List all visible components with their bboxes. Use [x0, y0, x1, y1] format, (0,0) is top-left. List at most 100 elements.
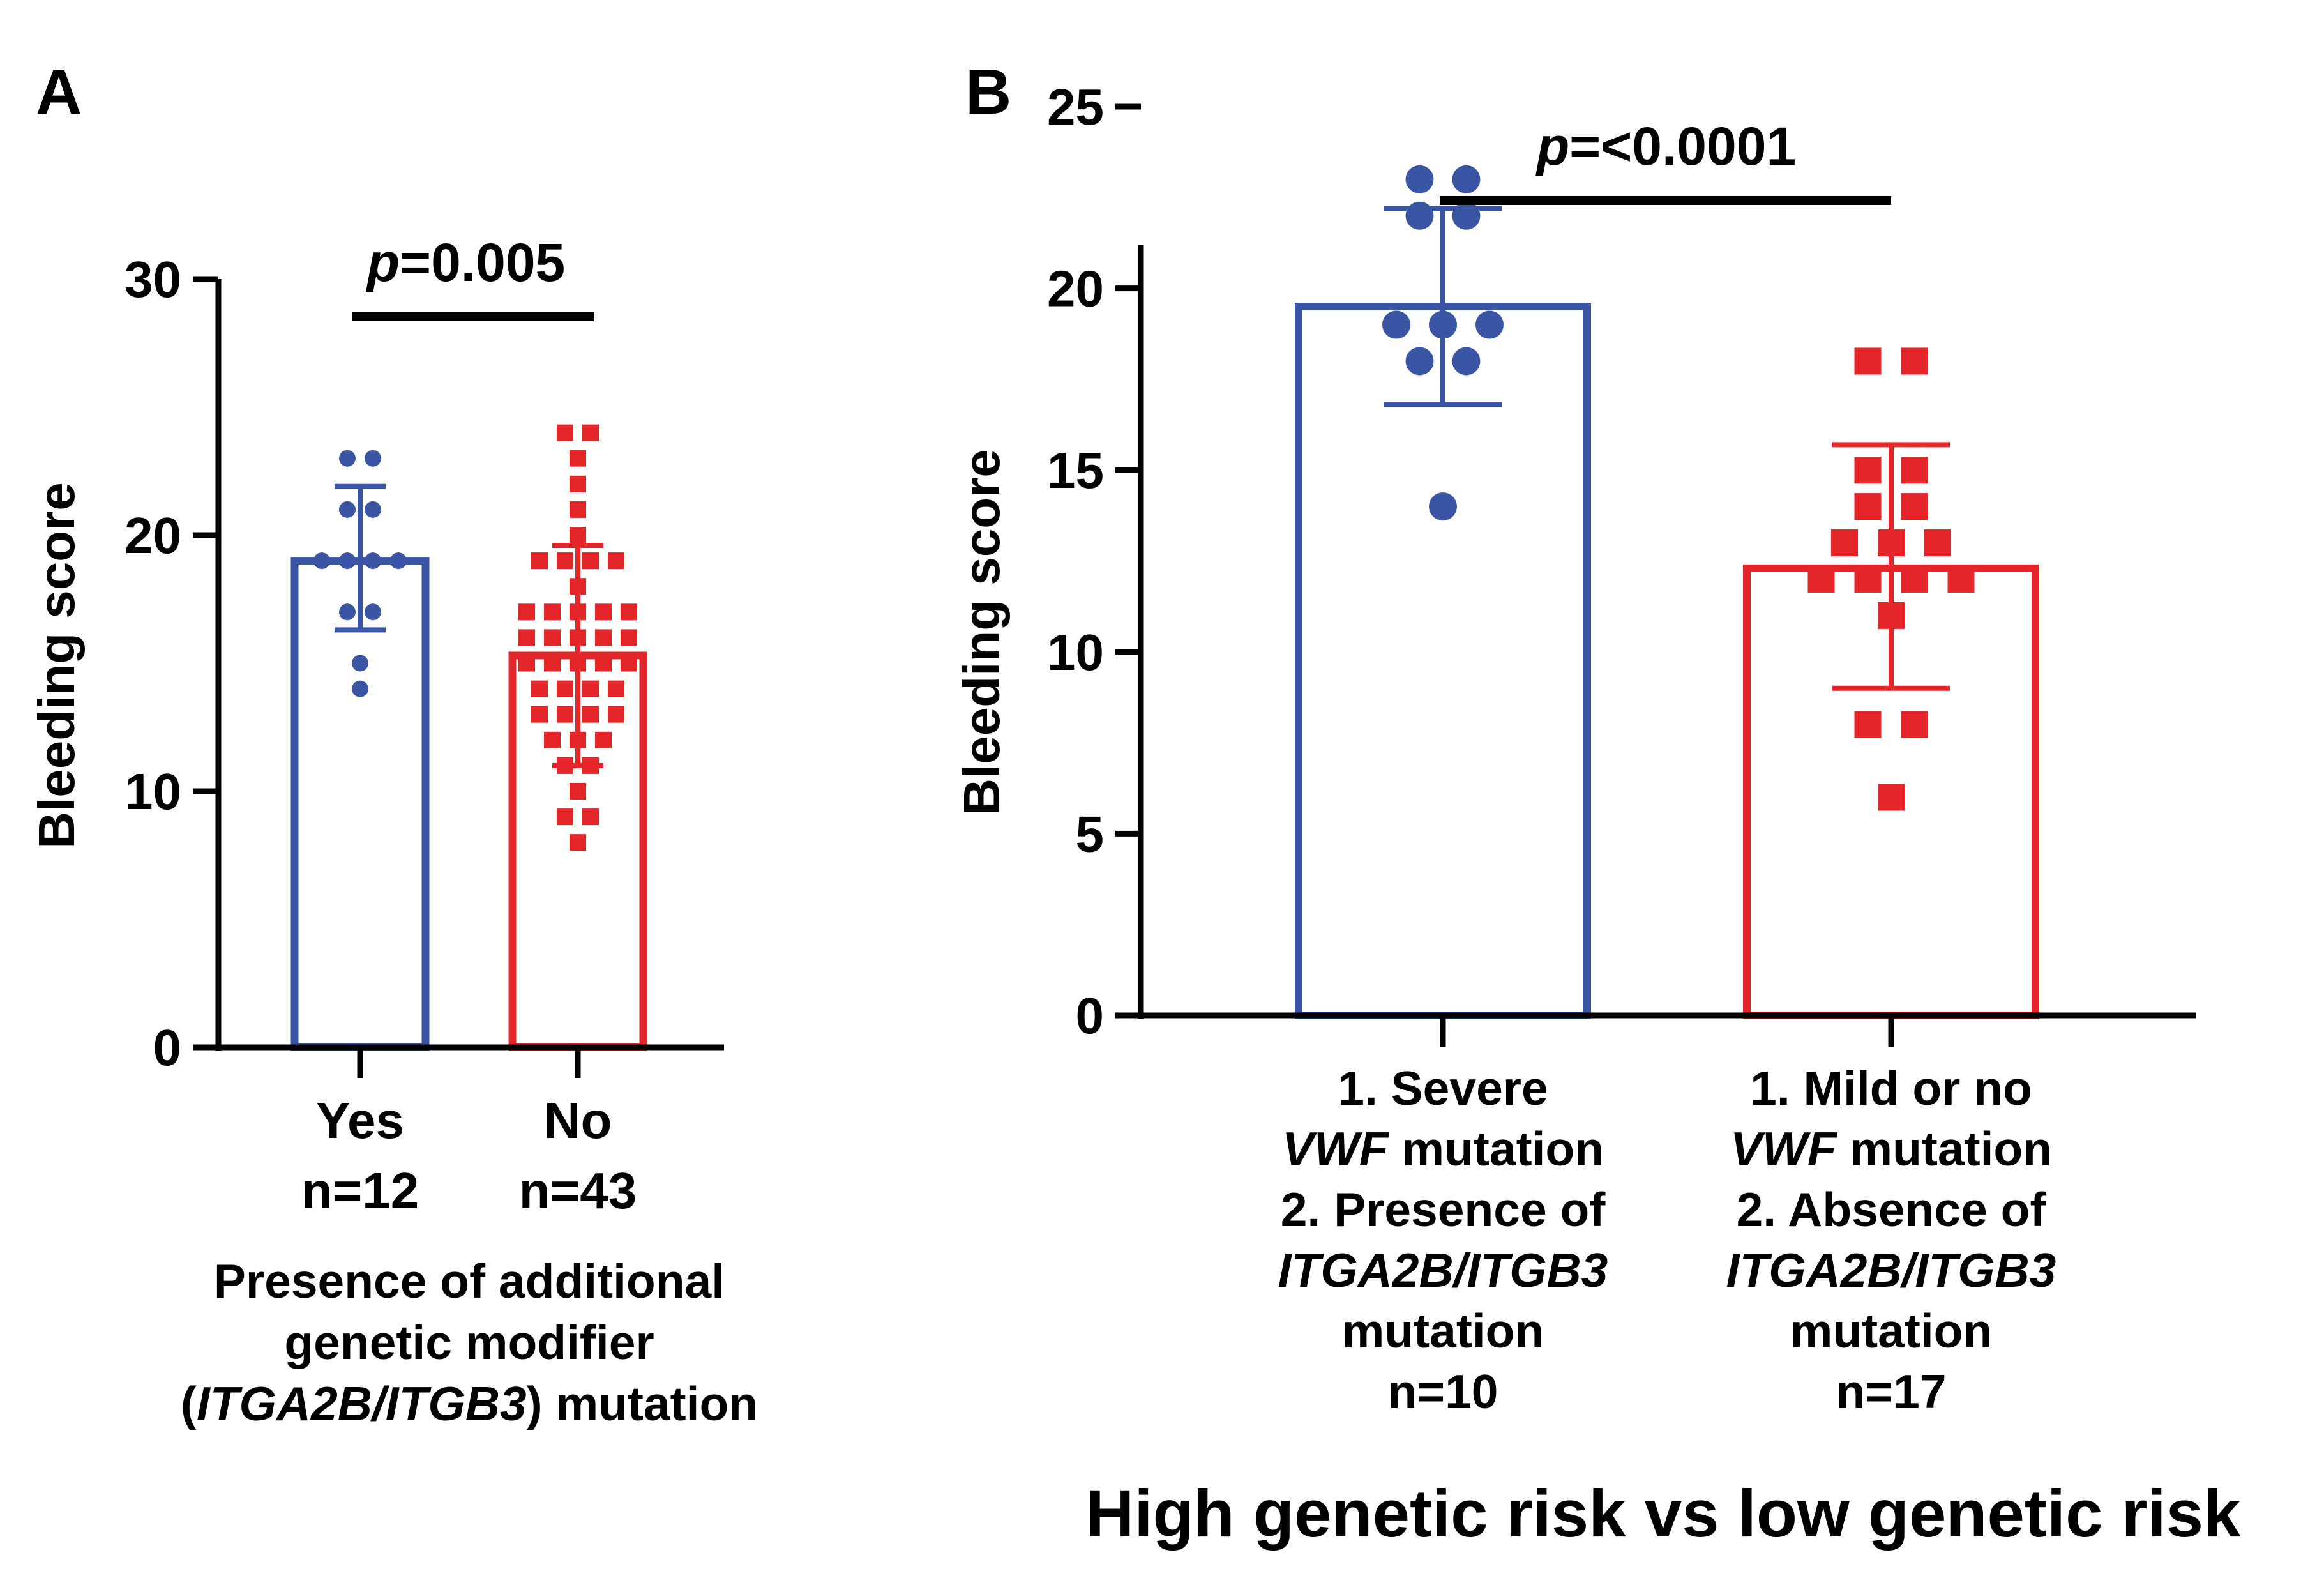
panel-a-bar-1: [290, 557, 430, 1051]
panel-b-point: [1807, 565, 1835, 593]
panel-a-point: [570, 527, 586, 543]
panel-b-ytick-label: 0: [1076, 987, 1105, 1044]
panel-a-point: [557, 552, 573, 570]
panel-a-point: [531, 680, 548, 697]
panel-a-point: [595, 603, 612, 621]
panel-b-point: [1854, 457, 1882, 484]
panel-b-pvalue: p=<0.0001: [1535, 116, 1796, 176]
panel-a-point: [339, 552, 356, 570]
panel-a-point: [339, 450, 356, 467]
panel-b-category-2: 1. Mild or no VWF mutation 2. Absence of…: [1726, 1061, 2056, 1418]
panel-b-cat1-line2: VWF mutation: [1282, 1122, 1604, 1176]
panel-a-ytick-label: 20: [124, 507, 181, 564]
panel-a-n-no: n=43: [519, 1162, 637, 1219]
panel-a-point: [608, 706, 624, 723]
panel-a-point: [544, 603, 561, 621]
panel-a-point: [570, 501, 586, 518]
panel-b-point: [1947, 565, 1975, 593]
panel-b-point: [1429, 492, 1457, 521]
panel-a-point: [518, 655, 535, 672]
panel-a-n-yes: n=12: [301, 1162, 419, 1219]
panel-b-pvalue-prefix: p: [1535, 116, 1569, 176]
panel-b-ytick-label: 20: [1047, 261, 1104, 317]
panel-a-point: [621, 655, 637, 672]
panel-b-cat1-mutation: mutation: [1389, 1122, 1604, 1176]
panel-a-ylabel: Bleeding score: [28, 482, 85, 849]
panel-a-point: [595, 655, 612, 672]
panel-a-point: [365, 552, 381, 570]
panel-a-xtitle-line1: Presence of additional: [214, 1254, 725, 1308]
figure-footer-title: High genetic risk vs low genetic risk: [1086, 1476, 2242, 1551]
panel-a-pvalue-prefix: p: [366, 232, 400, 292]
panel-b-point: [1901, 493, 1928, 520]
panel-b-cat1-n: n=10: [1387, 1365, 1498, 1418]
panel-a-point: [544, 655, 561, 672]
panel-a-point: [557, 808, 573, 826]
panel-b-bars: [1295, 165, 2039, 1019]
panel-b-cat1-vwf: VWF: [1282, 1122, 1390, 1176]
panel-a-point: [531, 706, 548, 723]
panel-a-point: [621, 629, 637, 646]
panel-b-cat2-line2: VWF mutation: [1730, 1122, 2052, 1176]
panel-b-point: [1854, 493, 1882, 520]
panel-a-xtitle-italic: ITGA2B/ITGB3: [197, 1377, 527, 1430]
panel-b-point: [1901, 457, 1928, 484]
panel-b-point: [1854, 565, 1882, 593]
panel-a-point: [621, 603, 637, 621]
panel-a-point: [582, 680, 599, 697]
panel-b-point: [1854, 347, 1882, 375]
panel-b: B Bleeding score 0 5 10 15 20 25 p=<0.0001 1.…: [953, 56, 2196, 1418]
panel-a-point: [365, 603, 381, 621]
panel-b-cat2-vwf: VWF: [1730, 1122, 1838, 1176]
panel-a-point: [352, 655, 368, 672]
panel-b-cat1-line5: mutation: [1342, 1304, 1544, 1358]
panel-a-point: [582, 424, 599, 441]
panel-b-cat1-line3: 2. Presence of: [1281, 1183, 1606, 1236]
panel-b-cat2-mutation: mutation: [1837, 1122, 2052, 1176]
panel-a-point: [339, 603, 356, 621]
panel-a-point: [570, 834, 586, 851]
panel-a-point: [518, 603, 535, 621]
panel-a-point: [557, 680, 573, 697]
panel-a-point: [582, 706, 599, 723]
panel-a-point: [352, 680, 368, 697]
panel-b-label: B: [965, 56, 1011, 128]
panel-b-category-1: 1. Severe VWF mutation 2. Presence of IT…: [1278, 1061, 1608, 1418]
panel-b-point: [1901, 711, 1928, 738]
panel-a-pvalue: p=0.005: [366, 232, 566, 292]
panel-a-category-yes: Yes: [316, 1092, 404, 1149]
panel-b-point: [1475, 310, 1504, 339]
panel-a-point: [608, 680, 624, 697]
panel-a-point: [339, 501, 356, 518]
panel-b-point: [1878, 784, 1905, 811]
panel-a-point: [365, 501, 381, 518]
panel-a: A Bleeding score 0 10 20 30 p=0.005 Yes n=1…: [28, 56, 758, 1430]
panel-b-point: [1854, 711, 1882, 738]
panel-a-xtitle-line3: (ITGA2B/ITGB3) mutation: [181, 1377, 758, 1430]
panel-a-point: [557, 424, 573, 441]
panel-b-ytick-label: 5: [1076, 805, 1105, 862]
panel-a-point: [544, 731, 561, 748]
panel-b-point: [1405, 347, 1434, 376]
panel-a-ytick-label: 30: [124, 251, 181, 308]
panel-b-point: [1405, 201, 1434, 230]
panel-b-point: [1452, 201, 1481, 230]
panel-a-point: [544, 629, 561, 646]
panel-a-point: [531, 552, 548, 570]
panel-b-yaxis-ticks: 0 5 10 15 20 25: [1047, 79, 1141, 1044]
panel-a-xtitle-rest: ) mutation: [527, 1377, 758, 1430]
panel-a-point: [582, 808, 599, 826]
panel-b-ytick-label: 10: [1047, 624, 1104, 681]
panel-b-point: [1924, 529, 1951, 557]
panel-a-xtitle-line2: genetic modifier: [284, 1316, 654, 1369]
panel-b-cat2-line3: 2. Absence of: [1737, 1183, 2047, 1236]
panel-a-bars: [290, 424, 647, 1051]
panel-b-pvalue-text: =<0.0001: [1569, 116, 1796, 176]
panel-a-category-no: No: [544, 1092, 612, 1149]
panel-b-cat1-line4: ITGA2B/ITGB3: [1278, 1243, 1608, 1297]
panel-a-ytick-label: 0: [153, 1019, 182, 1076]
panel-b-point: [1452, 165, 1481, 193]
panel-b-point: [1452, 347, 1481, 376]
panel-b-ytick-label: 15: [1047, 442, 1104, 499]
